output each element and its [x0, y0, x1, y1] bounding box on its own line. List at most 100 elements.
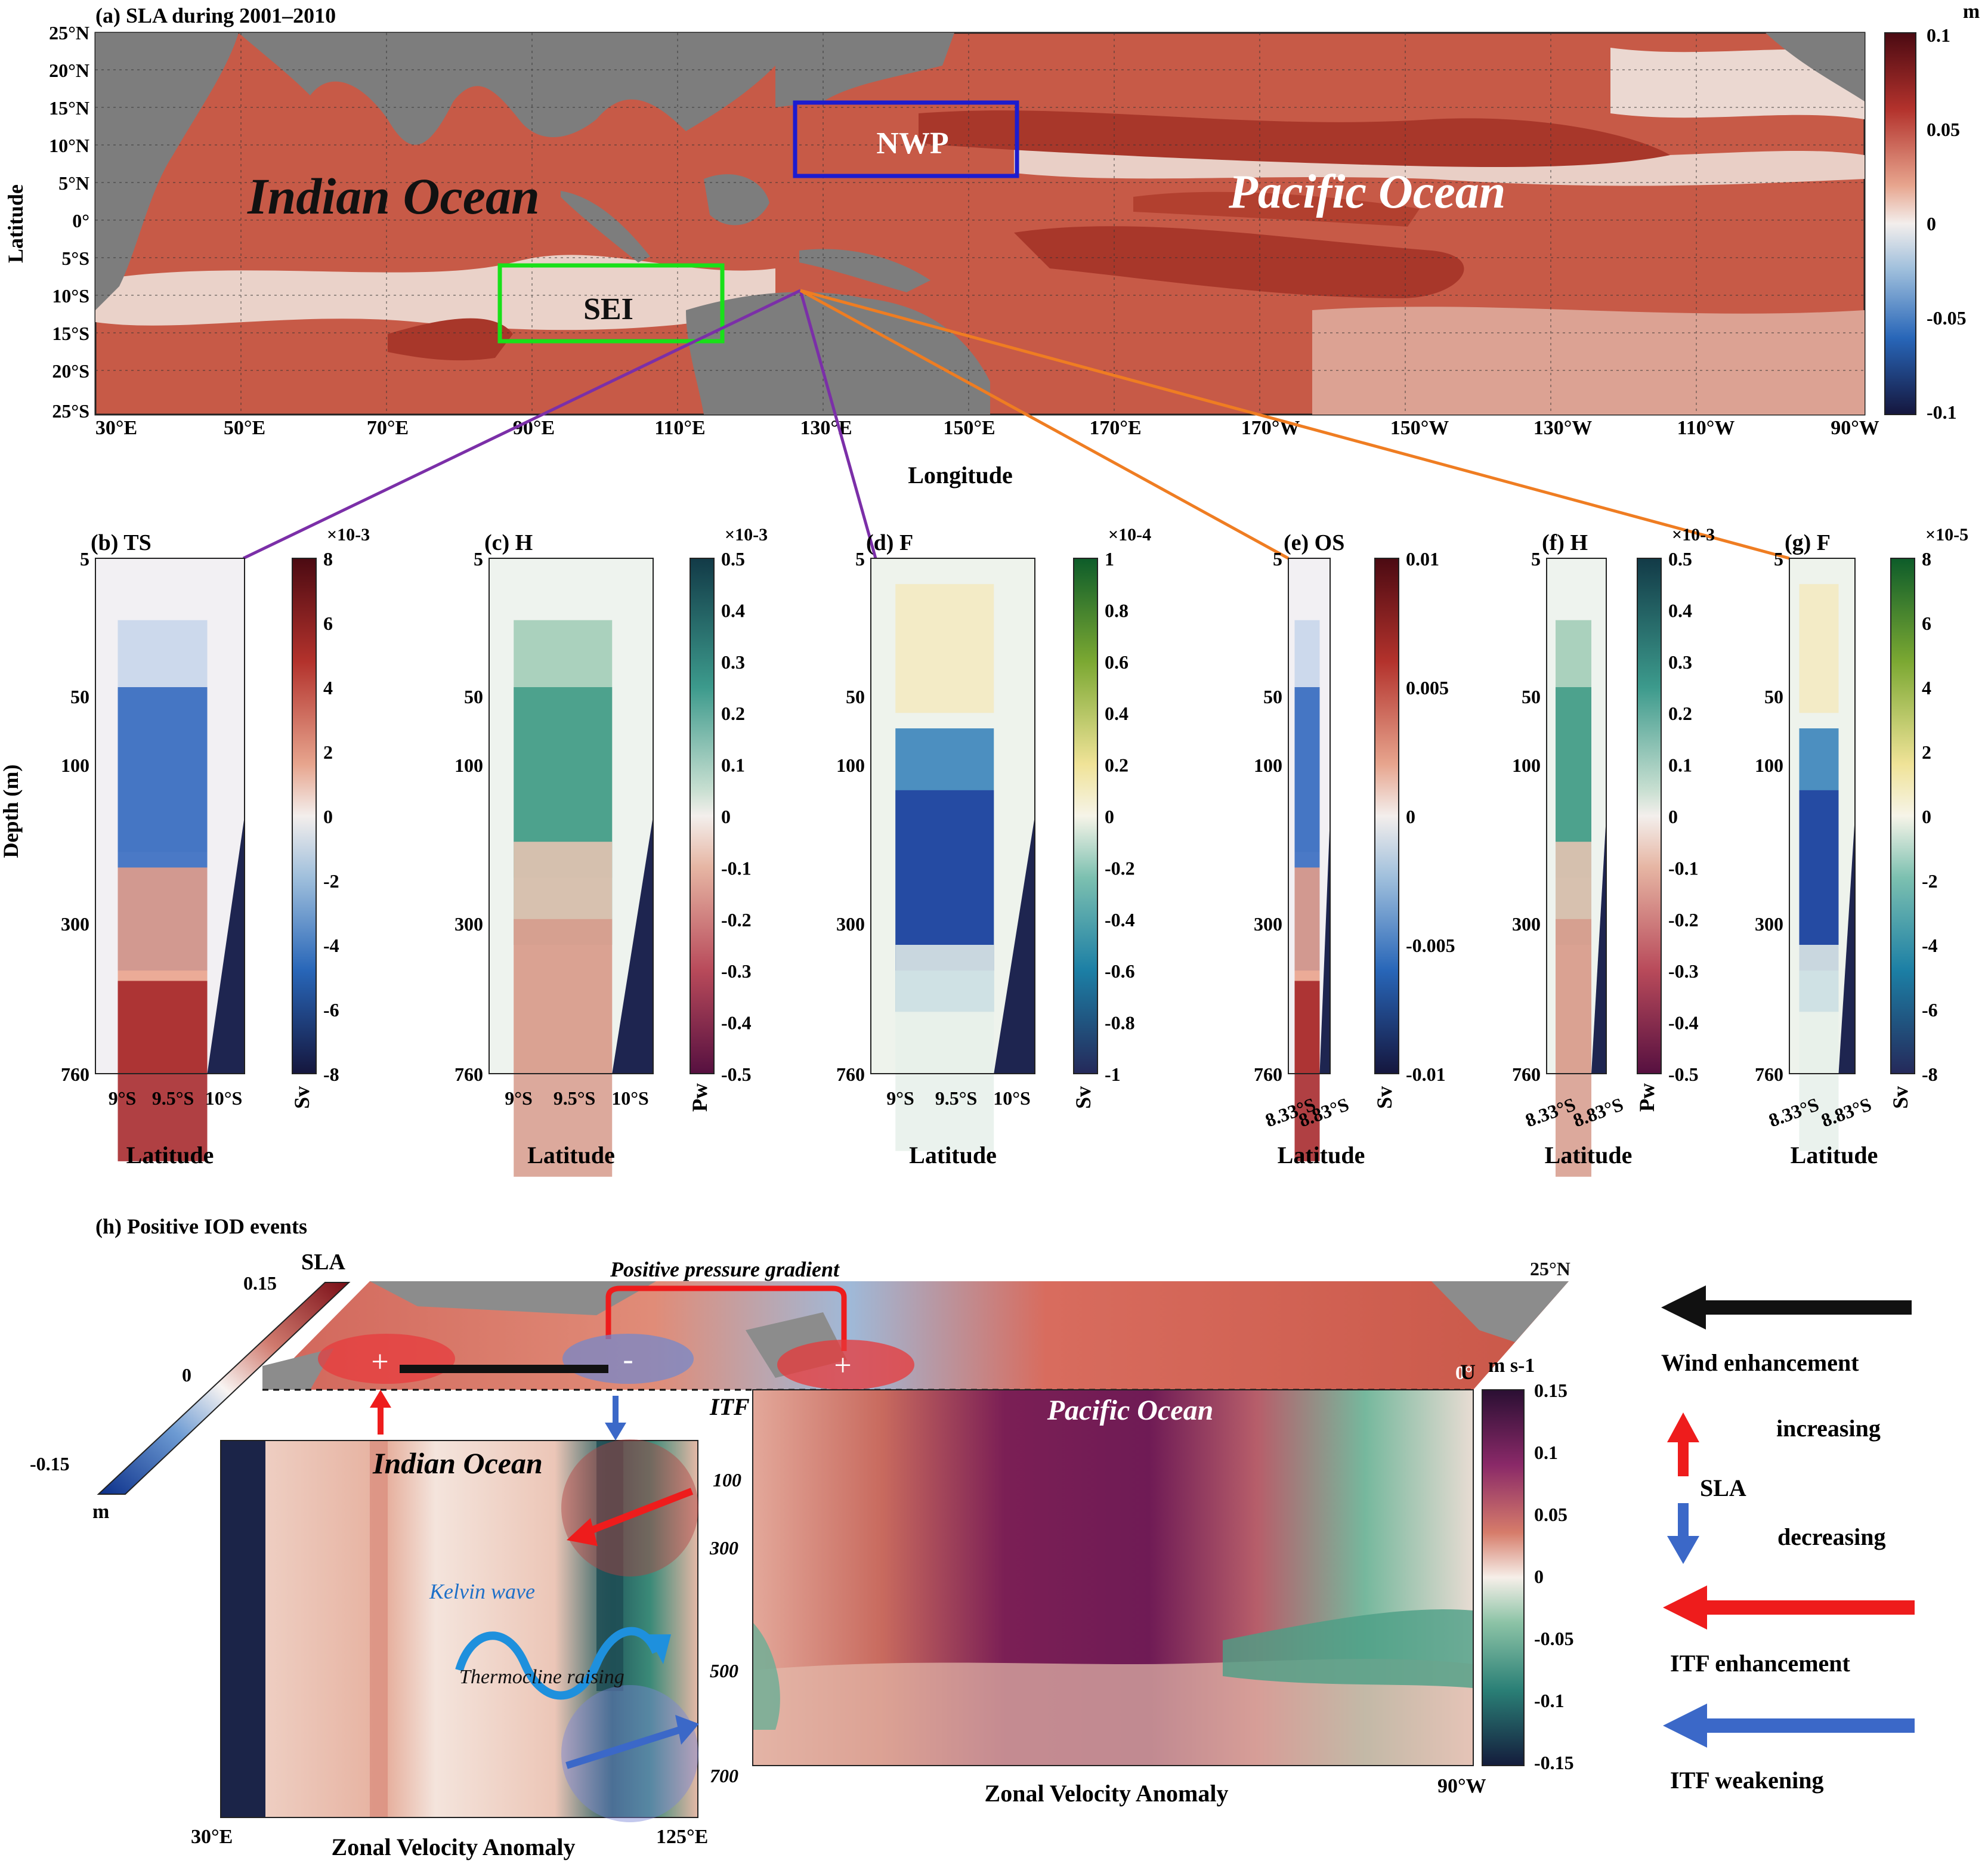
colorbar-tick: -4: [323, 935, 339, 956]
u-colorbar-unit: m s-1: [1488, 1355, 1535, 1377]
legend-itf-enh-label: ITF enhancement: [1670, 1650, 1851, 1677]
depth-tick: 300: [836, 913, 865, 935]
colorbar-tick: 0.2: [1668, 703, 1692, 724]
lat-tick: 15°N: [49, 97, 89, 119]
lat-tick: 25°S: [52, 400, 89, 422]
connector-orange: [799, 289, 1290, 560]
section-anomaly-patch: [1294, 981, 1320, 1161]
depth-tick: 100: [713, 1469, 741, 1491]
lon-tick: 170°W: [1241, 417, 1300, 439]
map-lon-ticks: 30°E 50°E 70°E 90°E 110°E 130°E 150°E 17…: [95, 417, 1879, 439]
u-cb-tick: -0.1: [1534, 1690, 1565, 1711]
colorbar-tick: 0: [323, 806, 333, 827]
section-land: [612, 816, 653, 1074]
strong-anomaly-band: [1014, 226, 1464, 298]
section-anomaly-patch: [895, 584, 994, 713]
u-colorbar: [1482, 1389, 1525, 1766]
depth-tick: 50: [1263, 686, 1282, 707]
section-label: (f) H: [1542, 530, 1588, 555]
section-panel: (e) OS5501003007608.33°S8.83°SLatitude0.…: [1254, 530, 1455, 1169]
depth-tick: 5: [1774, 548, 1783, 570]
strong-anomaly-band: [919, 110, 1670, 167]
colorbar-tick: 0: [1922, 806, 1931, 827]
itf-highlight-circle: [561, 1685, 698, 1822]
u-colorbar-ticks: 0.15 0.1 0.05 0 -0.05 -0.1 -0.15: [1534, 1380, 1574, 1773]
land-americas: [1766, 33, 1865, 101]
pacific-ocean-label: Pacific Ocean: [1047, 1395, 1214, 1426]
section-panel: (b) TS5 50 100 300 760 9°S 9.5°S 10°S Latitude ×1…: [61, 525, 370, 1169]
depth-tick: 100: [455, 755, 483, 776]
colorbar-tick: -0.4: [1668, 1012, 1699, 1034]
map-lat-ticks: 25°N 20°N 15°N 10°N 5°N 0° 5°S 10°S 15°S…: [49, 22, 89, 422]
map-ylabel: Latitude: [4, 184, 27, 263]
lon-tick: 130°W: [1533, 417, 1593, 439]
colorbar-tick: -2: [1922, 870, 1938, 892]
colorbar-tick: 0.4: [1105, 703, 1129, 724]
itf-label: ITF: [709, 1393, 750, 1420]
section-xlabel: Latitude: [1791, 1142, 1878, 1169]
lat-north-label: 25°N: [1530, 1258, 1570, 1279]
depth-tick: 100: [836, 755, 865, 776]
panel-a: (a) SLA during 2001–2010: [4, 1, 1980, 489]
colorbar-tick: -8: [323, 1064, 339, 1085]
legend-increasing-arrowhead: [1667, 1412, 1699, 1442]
colorbar-tick: -0.2: [1105, 857, 1135, 879]
colorbar-exponent: ×10-5: [1925, 525, 1968, 545]
depth-tick: 760: [61, 1064, 89, 1085]
depth-tick: 760: [455, 1064, 483, 1085]
section-frame: [1789, 558, 1856, 1074]
colorbar-tick: 0.8: [1105, 599, 1129, 621]
high-pressure-pacific: [777, 1340, 914, 1390]
depth-tick: 5: [1531, 548, 1541, 570]
u-cb-tick: 0.15: [1534, 1380, 1567, 1401]
colorbar-tick: -0.2: [1668, 909, 1699, 931]
section-colorbar: [1374, 558, 1399, 1074]
legend-itf-weak-label: ITF weakening: [1670, 1767, 1823, 1794]
colorbar-tick: 4: [323, 677, 333, 698]
lon-tick: 50°E: [224, 417, 265, 439]
indian-section: Kelvin wave Thermocline raising Indian O…: [220, 1439, 699, 1822]
lat-tick: 20°S: [52, 360, 89, 382]
legend-sla-label: SLA: [1700, 1474, 1746, 1501]
sei-box: [497, 263, 725, 344]
lon-tick: 110°E: [654, 417, 705, 439]
depth-tick: 100: [1512, 755, 1541, 776]
panel-a-title: (a) SLA during 2001–2010: [95, 4, 336, 27]
colorbar-tick: -0.1: [721, 857, 752, 879]
colorbar-tick: 0.2: [1105, 755, 1129, 776]
section-colorbar: [1073, 558, 1098, 1074]
map-colorbar-ramp: [1884, 32, 1916, 415]
colorbar-tick: -1: [1105, 1064, 1121, 1085]
itf-enhancement-arrowhead: [567, 1518, 598, 1546]
section-anomaly-patch: [895, 945, 994, 1151]
lon-pacific-right: 90°W: [1437, 1775, 1486, 1797]
u-cb-tick: -0.05: [1534, 1628, 1574, 1649]
surface-land: [1432, 1281, 1569, 1342]
depth-tick: 760: [836, 1064, 865, 1085]
colorbar-tick: -4: [1922, 935, 1938, 956]
depth-tick: 500: [710, 1660, 738, 1681]
section-label: (c) H: [484, 530, 533, 555]
lon-tick: 150°E: [943, 417, 995, 439]
strong-anomaly-band: [1133, 191, 1420, 227]
surface-land: [262, 1348, 334, 1390]
section-xlabel: Latitude: [909, 1142, 997, 1169]
sla-increasing-arrowhead: [370, 1390, 391, 1408]
land-africa: [95, 33, 239, 310]
depth-tick: 50: [1522, 686, 1541, 707]
depth-tick: 300: [61, 913, 89, 935]
depth-tick: 300: [1512, 913, 1541, 935]
sla-map: NWP SEI Indian Ocean Pacific Ocean: [94, 32, 1866, 416]
map-xlabel: Longitude: [908, 462, 1013, 489]
depth-tick: 5: [855, 548, 865, 570]
sla-decreasing-arrowhead: [605, 1423, 626, 1440]
colorbar-unit: Sv: [1888, 1086, 1912, 1109]
indian-ocean-label: Indian Ocean: [247, 168, 540, 225]
colorbar-exponent: ×10-3: [725, 525, 768, 545]
indian-section-land: [221, 1440, 265, 1817]
section-colorbar: [1637, 558, 1662, 1074]
lon-tick: 130°E: [800, 417, 852, 439]
u-colorbar-label: U: [1460, 1360, 1476, 1384]
cb-tick: -0.05: [1927, 307, 1967, 329]
colorbar-tick: 0: [721, 806, 731, 827]
